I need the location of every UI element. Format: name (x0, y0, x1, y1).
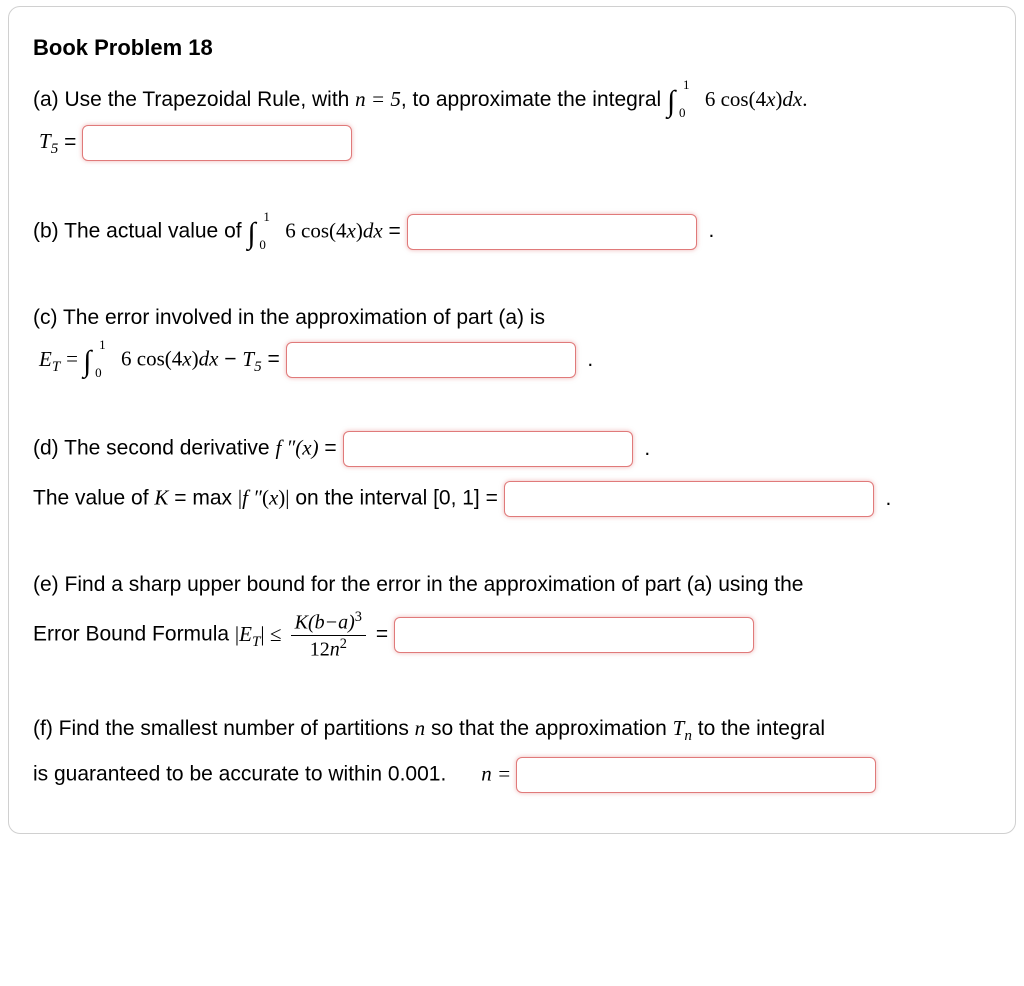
part-a-text-after: , to approximate the integral (401, 88, 667, 111)
part-e: (e) Find a sharp upper bound for the err… (33, 569, 991, 660)
part-c-text: The error involved in the approximation … (63, 306, 545, 329)
fpp-label: f ″(x) (275, 436, 318, 460)
t5-label: T5 (39, 129, 58, 153)
answer-c-input[interactable] (286, 342, 576, 378)
period-d1: . (644, 437, 650, 460)
answer-a-input[interactable] (82, 125, 352, 161)
period-d2: . (886, 487, 892, 510)
part-e-label: (e) (33, 573, 59, 596)
part-a-label: (a) (33, 88, 59, 111)
part-c-label: (c) (33, 306, 58, 329)
part-f-text3: to the integral (692, 717, 825, 740)
et-label: ET (39, 347, 60, 371)
part-e-text1: Find a sharp upper bound for the error i… (65, 573, 804, 596)
integral-a: ∫ 0 1 (667, 85, 699, 115)
error-bound-fraction: K(b−a)3 12n2 (291, 610, 366, 660)
problem-panel: Book Problem 18 (a) Use the Trapezoidal … (8, 6, 1016, 834)
part-f-text1: Find the smallest number of partitions (59, 717, 415, 740)
part-e-text2-before: Error Bound Formula (33, 623, 235, 646)
part-b: (b) The actual value of ∫ 0 1 6 cos(4x)d… (33, 214, 991, 250)
part-b-text-before: The actual value of (64, 219, 247, 242)
part-f-text4: is guaranteed to be accurate to within 0… (33, 762, 446, 785)
integrand-b: 6 cos(4x)dx (285, 218, 382, 242)
integral-b: ∫ 0 1 (247, 217, 279, 247)
part-c: (c) The error involved in the approximat… (33, 302, 991, 380)
answer-f-input[interactable] (516, 757, 876, 793)
answer-d2-input[interactable] (504, 481, 874, 517)
part-a: (a) Use the Trapezoidal Rule, with n = 5… (33, 83, 991, 162)
part-d-label: (d) (33, 437, 59, 460)
part-d-line2-before: The value of (33, 487, 154, 510)
part-d: (d) The second derivative f ″(x) = . The… (33, 431, 991, 517)
n-equals-5: n = 5 (355, 87, 401, 111)
answer-b-input[interactable] (407, 214, 697, 250)
integrand-c: 6 cos(4x)dx (121, 347, 218, 371)
n-equals-label: n = (481, 761, 516, 785)
period-c: . (587, 348, 593, 371)
part-f-label: (f) (33, 717, 53, 740)
part-d-text1: The second derivative (64, 437, 275, 460)
part-f: (f) Find the smallest number of partitio… (33, 712, 991, 793)
absfpp: |f ″(x)| (238, 486, 290, 510)
part-f-text2: so that the approximation (425, 717, 672, 740)
integrand-a: 6 cos(4x)dx. (705, 87, 808, 111)
K-label: K (154, 486, 168, 510)
answer-d1-input[interactable] (343, 431, 633, 467)
part-a-text-before: Use the Trapezoidal Rule, with (65, 88, 356, 111)
integral-c: ∫ 0 1 (83, 345, 115, 375)
part-b-label: (b) (33, 219, 59, 242)
answer-e-input[interactable] (394, 617, 754, 653)
problem-title: Book Problem 18 (33, 35, 991, 61)
period-b: . (708, 219, 714, 242)
et-abs: |ET| ≤ (235, 622, 287, 646)
